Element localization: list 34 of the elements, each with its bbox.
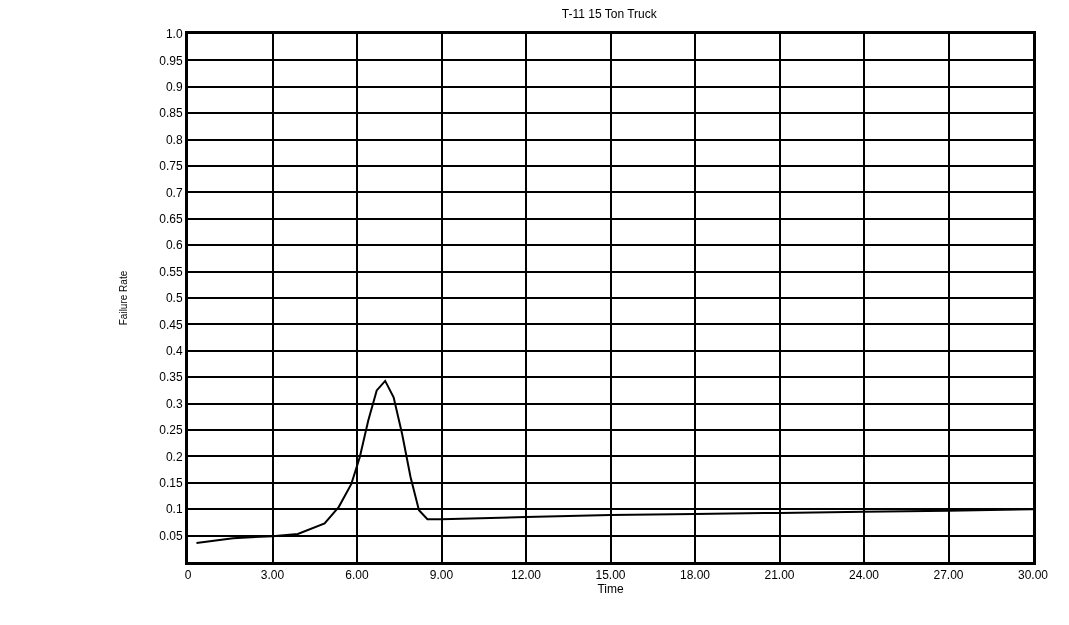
y-tick-label: 0.8 — [165, 132, 183, 147]
y-axis-title: Failure Rate — [118, 270, 130, 326]
x-tick-label: 9.00 — [429, 568, 454, 583]
y-tick-label: 0.65 — [159, 212, 183, 226]
y-tick-label: 0.95 — [159, 53, 183, 68]
y-tick-label: 0.15 — [159, 476, 183, 490]
x-tick-label: 30.00 — [1017, 568, 1049, 583]
x-tick-label: 3.00 — [260, 568, 285, 583]
x-tick-label: 27.00 — [933, 568, 964, 583]
y-tick-label: 0.5 — [165, 291, 183, 306]
y-tick-label: 0.2 — [165, 449, 183, 464]
y-tick-label: 0.85 — [159, 106, 183, 121]
chart-title: T-11 15 Ton Truck — [561, 6, 658, 21]
y-tick-label: 0.25 — [159, 423, 183, 438]
x-tick-label: 0 — [184, 568, 192, 583]
x-tick-label: 18.00 — [679, 568, 711, 583]
x-tick-label: 15.00 — [595, 568, 626, 583]
x-axis-title: Time — [597, 582, 624, 597]
x-tick-label: 12.00 — [510, 568, 542, 583]
y-tick-label: 0.75 — [159, 159, 183, 174]
y-tick-label: 0.7 — [165, 185, 183, 200]
y-tick-label: 0.6 — [165, 238, 183, 253]
y-tick-label: 0.3 — [165, 396, 183, 411]
x-tick-label: 6.00 — [345, 568, 369, 583]
y-tick-label: 0.35 — [159, 370, 183, 385]
y-tick-label: 0.55 — [159, 264, 183, 279]
y-tick-label: 0.4 — [165, 344, 183, 358]
y-tick-label: 0.05 — [159, 528, 183, 543]
y-tick-label: 1.0 — [165, 27, 183, 42]
y-tick-label: 0.9 — [165, 80, 183, 94]
x-tick-label: 21.00 — [764, 568, 795, 583]
y-tick-label: 0.45 — [159, 317, 183, 332]
y-tick-label: 0.1 — [165, 502, 183, 517]
x-tick-label: 24.00 — [848, 568, 880, 583]
